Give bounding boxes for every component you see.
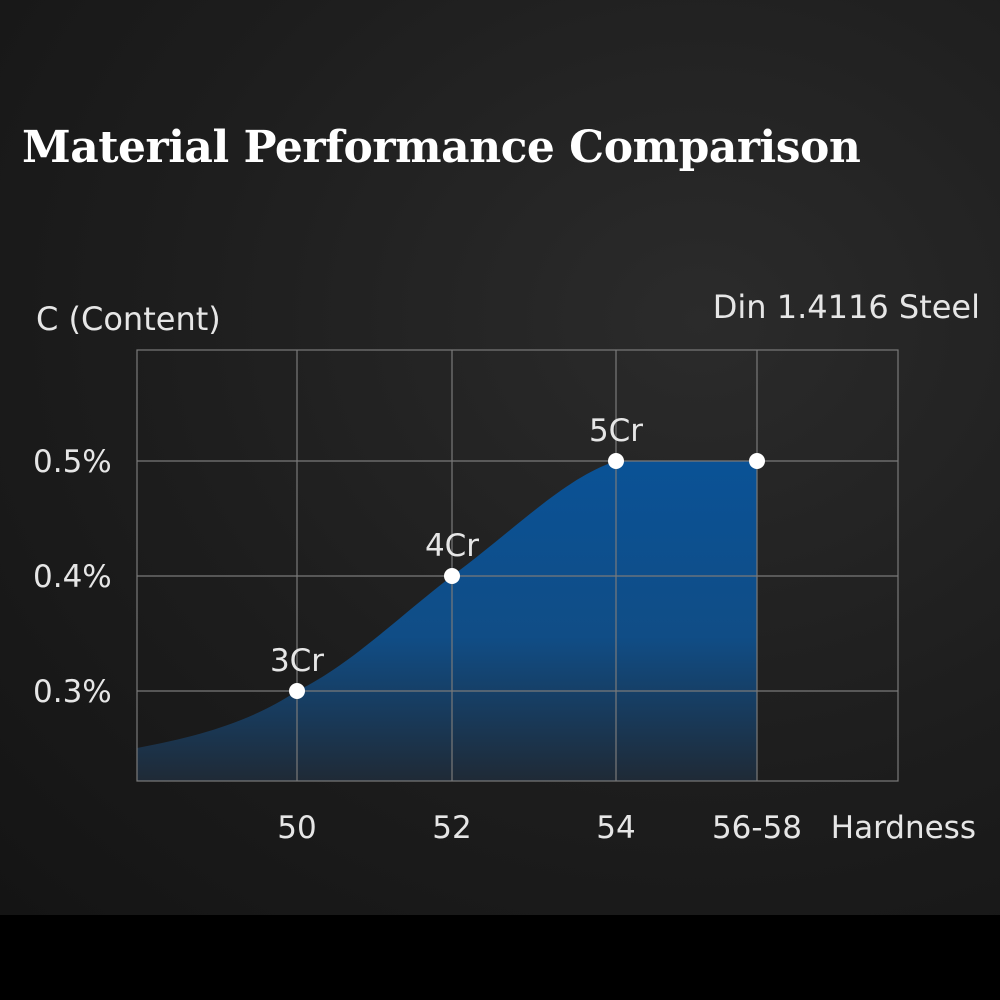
x-tick-label-0: 50: [277, 810, 316, 846]
x-axis-label: Hardness: [831, 810, 976, 846]
plot-frame: [136, 349, 899, 782]
area-fill: [137, 461, 757, 781]
point-label-0: 3Cr: [270, 643, 324, 679]
y-tick-label-0: 0.5%: [33, 444, 112, 480]
y-tick-label-1: 0.4%: [33, 559, 112, 595]
point-labels: 3Cr 4Cr 5Cr: [270, 413, 643, 679]
point-label-1: 4Cr: [425, 528, 479, 564]
point-label-2: 5Cr: [589, 413, 643, 449]
data-point-0: [289, 683, 305, 699]
x-tick-label-2: 54: [596, 810, 635, 846]
chart-stage: Material Performance Comparison 3Cr 4Cr 5C…: [0, 0, 1000, 915]
chart-annotation: Din 1.4116 Steel: [713, 288, 980, 326]
data-point-3: [749, 453, 765, 469]
grid: [137, 350, 898, 781]
x-tick-labels: 50 52 54 56-58: [277, 810, 802, 846]
data-points: [289, 453, 765, 699]
chart-title: Material Performance Comparison: [22, 122, 861, 173]
data-point-1: [444, 568, 460, 584]
data-point-2: [608, 453, 624, 469]
x-tick-label-3: 56-58: [712, 810, 802, 846]
y-axis-label: C (Content): [36, 300, 221, 338]
chart-svg: 3Cr 4Cr 5Cr 0.5% 0.4% 0.3% 50 52 54 56-58 C (Co…: [33, 288, 980, 846]
bottom-band: [0, 915, 1000, 1000]
y-tick-label-2: 0.3%: [33, 674, 112, 710]
y-tick-labels: 0.5% 0.4% 0.3%: [33, 444, 112, 710]
x-tick-label-1: 52: [432, 810, 471, 846]
